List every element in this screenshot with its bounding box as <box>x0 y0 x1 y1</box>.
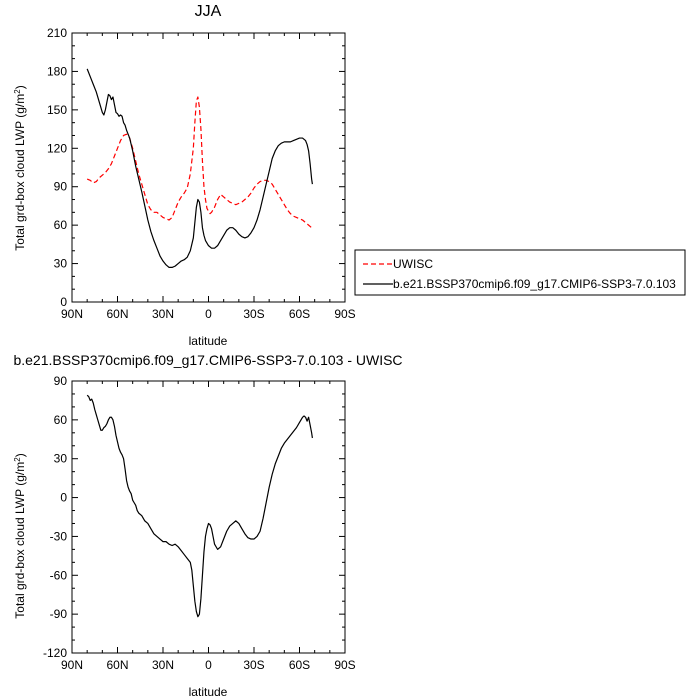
bot-y-tick-label: -120 <box>43 646 67 660</box>
bot-x-tick-label: 0 <box>205 658 212 672</box>
top-panel-legend: UWISC b.e21.BSSP370cmip6.f09_g17.CMIP6-SS… <box>354 249 686 296</box>
top-y-tick-label: 60 <box>54 218 68 232</box>
top-x-tick-label: 30N <box>152 307 174 321</box>
legend-box <box>354 249 686 296</box>
top-x-tick-label: 90S <box>334 307 355 321</box>
top-y-tick-label: 210 <box>47 26 67 40</box>
top-x-tick-label: 60N <box>106 307 128 321</box>
legend-label-1: b.e21.BSSP370cmip6.f09_g17.CMIP6-SSP3-7.… <box>393 277 676 291</box>
bot-x-tick-label: 30N <box>152 658 174 672</box>
bot-y-tick-label: -60 <box>50 568 68 582</box>
bot-y-tick-label: 90 <box>54 374 68 388</box>
bottom-panel-y-axis-label: Total grd-box cloud LWP (g/m2) <box>13 453 28 618</box>
legend-label-0: UWISC <box>393 257 433 271</box>
bot-x-tick-label: 30S <box>243 658 264 672</box>
bottom-panel: b.e21.BSSP370cmip6.f09_g17.CMIP6-SSP3-7.… <box>13 352 403 699</box>
top-y-tick-label: 150 <box>47 103 67 117</box>
bot-x-tick-label: 90N <box>61 658 83 672</box>
bottom-panel-title: b.e21.BSSP370cmip6.f09_g17.CMIP6-SSP3-7.… <box>13 352 402 368</box>
top-panel-y-axis-label: Total grd-box cloud LWP (g/m2) <box>13 85 28 250</box>
top-series-line-1 <box>86 68 313 269</box>
top-panel: JJA Total grd-box cloud LWP (g/m2) latit… <box>13 3 686 348</box>
bot-y-tick-label: -30 <box>50 529 68 543</box>
bot-x-tick-label: 60N <box>106 658 128 672</box>
top-x-tick-label: 90N <box>61 307 83 321</box>
top-y-tick-label: 30 <box>54 257 68 271</box>
bot-y-tick-label: 60 <box>54 413 68 427</box>
top-x-tick-label: 60S <box>289 307 310 321</box>
top-plot-frame <box>71 32 346 303</box>
top-y-tick-label: 120 <box>47 141 67 155</box>
bot-y-tick-label: 0 <box>60 491 67 505</box>
top-y-tick-label: 90 <box>54 180 68 194</box>
bottom-panel-x-axis-label: latitude <box>189 685 228 699</box>
bot-y-tick-label: -90 <box>50 607 68 621</box>
top-y-tick-label: 180 <box>47 64 67 78</box>
bot-y-tick-label: 30 <box>54 452 68 466</box>
bot-series-line-0 <box>86 394 313 618</box>
top-series-line-0 <box>86 96 313 229</box>
top-panel-title: JJA <box>195 3 222 20</box>
top-x-tick-label: 0 <box>205 307 212 321</box>
top-panel-x-axis-label: latitude <box>189 334 228 348</box>
top-x-tick-label: 30S <box>243 307 264 321</box>
top-y-tick-label: 0 <box>60 295 67 309</box>
bot-x-tick-label: 90S <box>334 658 355 672</box>
bot-x-tick-label: 60S <box>289 658 310 672</box>
